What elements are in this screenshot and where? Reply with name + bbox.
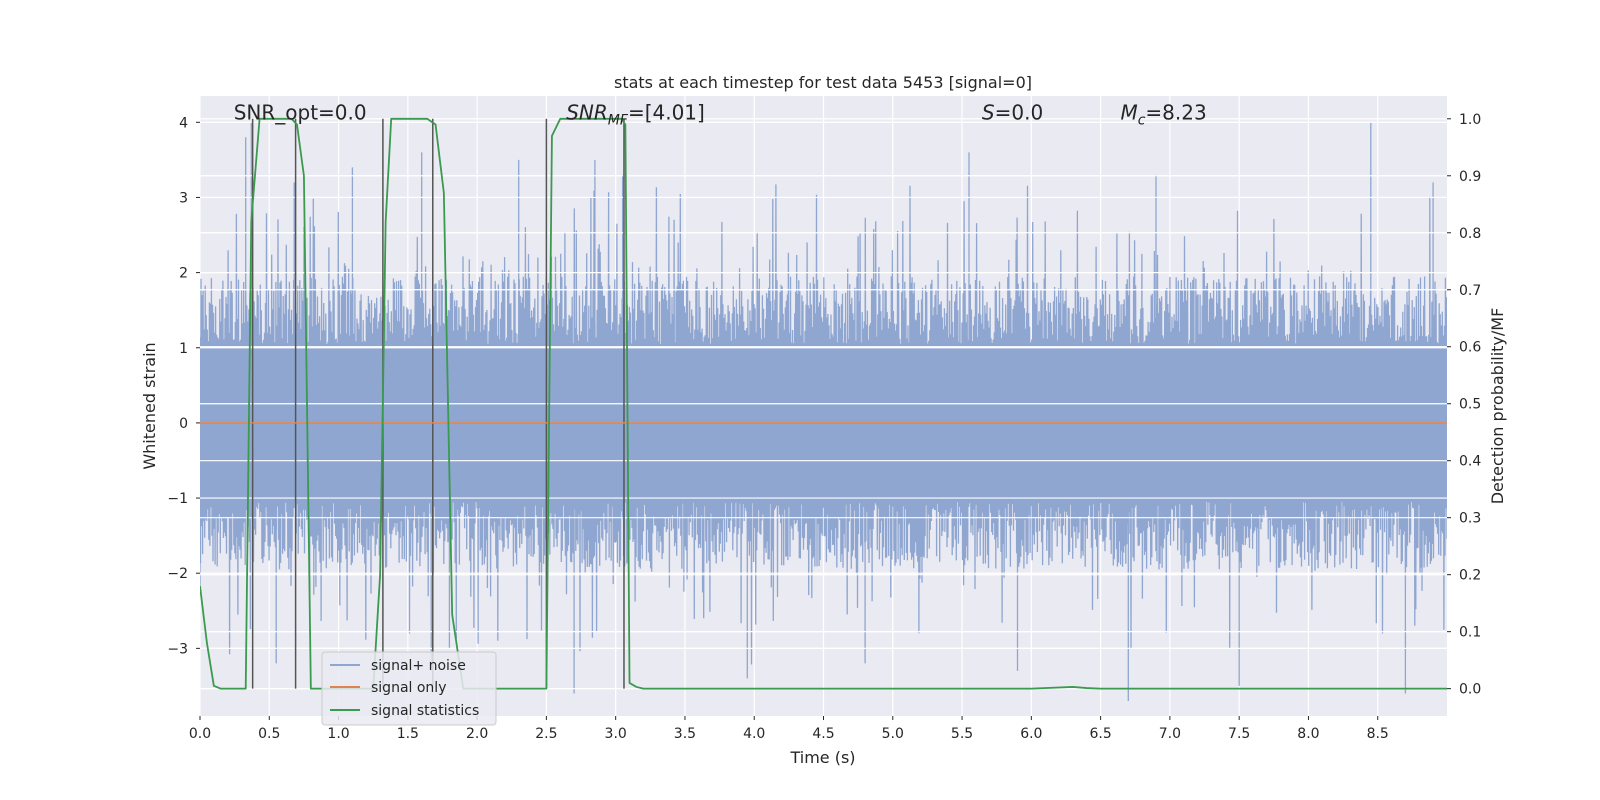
annotation-text: S=0.0 <box>982 101 1043 125</box>
annotation-text: SNR_opt=0.0 <box>234 101 367 125</box>
x-tick-label: 4.0 <box>743 726 765 742</box>
x-tick-label: 5.0 <box>882 726 904 742</box>
legend: signal+ noise signal only signal statist… <box>321 651 497 726</box>
y-right-tick-label: 1.0 <box>1459 112 1481 128</box>
x-tick-label: 7.5 <box>1228 726 1250 742</box>
y-right-tick-label: 0.6 <box>1459 340 1481 356</box>
x-tick-label: 1.5 <box>397 726 419 742</box>
series-signal-noise <box>200 118 1447 701</box>
y-axis-label: Whitened strain <box>140 342 159 469</box>
y-tick-label: −1 <box>167 491 188 507</box>
x-tick-label: 2.5 <box>535 726 557 742</box>
x-tick-label: 3.0 <box>605 726 627 742</box>
y-right-tick-label: 0.8 <box>1459 226 1481 242</box>
legend-label-signal-only: signal only <box>371 680 446 696</box>
y-tick-label: 1 <box>179 341 188 357</box>
y-right-tick-label: 0.1 <box>1459 625 1481 641</box>
y-right-tick-label: 0.0 <box>1459 682 1481 698</box>
y-right-tick-label: 0.9 <box>1459 169 1481 185</box>
x-tick-label: 6.0 <box>1020 726 1042 742</box>
y-tick-label: 4 <box>179 115 188 131</box>
x-tick-label: 5.5 <box>951 726 973 742</box>
legend-box <box>321 651 497 726</box>
y-right-tick-label: 0.5 <box>1459 397 1481 413</box>
x-tick-label: 8.5 <box>1367 726 1389 742</box>
y-right-tick-label: 0.4 <box>1459 454 1481 470</box>
x-tick-label: 3.5 <box>674 726 696 742</box>
x-tick-label: 6.5 <box>1089 726 1111 742</box>
y-axis-label-right: Detection probability/MF <box>1488 308 1507 505</box>
y-right-tick-label: 0.7 <box>1459 283 1481 299</box>
annotation-text: Mc=8.23 <box>1120 101 1206 129</box>
legend-label-signal-noise: signal+ noise <box>371 658 466 674</box>
annotation-text: SNRMF=[4.01] <box>566 101 705 129</box>
y-tick-label: 3 <box>179 190 188 206</box>
signal-statistics-line <box>200 117 1447 690</box>
x-tick-label: 7.0 <box>1159 726 1181 742</box>
y-tick-label: −3 <box>167 641 188 657</box>
x-axis-label: Time (s) <box>789 748 855 767</box>
y-right-tick-label: 0.3 <box>1459 511 1481 527</box>
x-tick-label: 2.0 <box>466 726 488 742</box>
x-tick-label: 4.5 <box>812 726 834 742</box>
x-tick-label: 8.0 <box>1297 726 1319 742</box>
x-tick-label: 0.0 <box>189 726 211 742</box>
y-right-tick-label: 0.2 <box>1459 568 1481 584</box>
x-tick-label: 0.5 <box>258 726 280 742</box>
ticks: 0.0 0.5 1.0 1.5 2.0 2.5 3.0 3.5 4.0 4.5 5.0 5.5 6.0 6… <box>167 112 1481 742</box>
y-tick-label: 2 <box>179 266 188 282</box>
chart-title: stats at each timestep for test data 545… <box>614 73 1032 92</box>
annotations: SNR_opt=0.0 SNRMF=[4.01] S=0.0 Mc=8.23 <box>234 101 1207 129</box>
legend-label-signal-statistics: signal statistics <box>371 703 479 719</box>
x-tick-label: 1.0 <box>327 726 349 742</box>
series-signal-statistics <box>200 117 1447 690</box>
y-tick-label: 0 <box>179 416 188 432</box>
y-tick-label: −2 <box>167 566 188 582</box>
